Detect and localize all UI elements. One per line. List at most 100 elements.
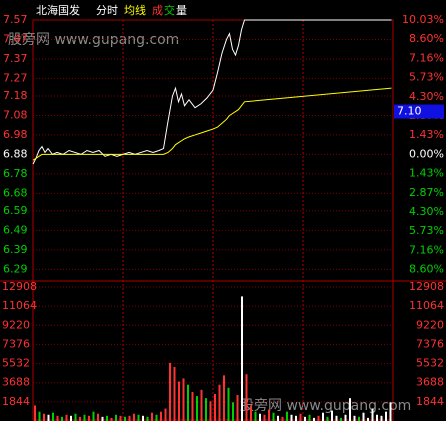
price-tag: 7.10 [397, 105, 422, 118]
volume-bar [34, 405, 36, 421]
volume-bar [151, 412, 153, 421]
volume-bar [106, 415, 108, 421]
volume-bar [335, 415, 338, 421]
legend-volume: 交 [164, 3, 175, 17]
y-tick-label: 7.27 [3, 71, 28, 84]
volume-bar [223, 375, 225, 421]
y-tick-label: 6.68 [3, 186, 28, 199]
y-tick-label: 7376 [416, 337, 444, 350]
y-tick-label: 1844 [2, 395, 30, 408]
volume-bar [205, 398, 207, 421]
volume-bar [317, 415, 320, 421]
volume-bar [344, 414, 347, 421]
volume-bar [250, 405, 252, 421]
y-tick-label: 6.88 [3, 147, 28, 160]
y2-tick-label: 8.60% [409, 263, 444, 276]
y-tick-label: 7.47 [3, 32, 28, 45]
legend-volume: 成 [152, 4, 163, 17]
volume-bar [376, 414, 378, 421]
y2-tick-label: 4.30% [409, 90, 444, 103]
y-tick-label: 1844 [416, 395, 444, 408]
y2-tick-label: 1.43% [409, 128, 444, 141]
y-tick-label: 5532 [2, 357, 30, 370]
volume-bar [259, 413, 261, 421]
volume-bar [362, 412, 365, 421]
volume-bar [263, 414, 266, 421]
y-tick-label: 6.49 [3, 223, 28, 236]
volume-bar [56, 415, 59, 421]
y-tick-label: 9220 [416, 318, 444, 331]
y-tick-label: 3688 [2, 376, 30, 389]
volume-bar [218, 384, 221, 421]
y2-tick-label: 8.60% [409, 32, 444, 45]
stock-name: 北海国发 [36, 3, 80, 17]
volume-bar [322, 412, 324, 421]
volume-bar [169, 362, 171, 421]
price-line [32, 19, 392, 165]
watermark: 股旁网 www.gupang.com [240, 397, 411, 414]
y-tick-label: 7.18 [3, 89, 28, 102]
y-tick-label: 6.98 [3, 128, 28, 141]
volume-bar [191, 391, 194, 421]
volume-bar [340, 417, 342, 421]
y-tick-label: 6.78 [3, 167, 28, 180]
y2-tick-label: 7.16% [409, 51, 444, 64]
y2-tick-label: 10.03% [402, 13, 444, 26]
volume-bar [367, 417, 369, 421]
y-tick-label: 7376 [2, 337, 30, 350]
volume-bar [281, 416, 284, 421]
volume-bar [380, 415, 383, 421]
volume-bar [214, 394, 216, 421]
y-tick-label: 7.57 [3, 13, 28, 26]
y-tick-label: 7.37 [3, 52, 28, 65]
volume-bar [227, 387, 230, 421]
volume-bar [200, 389, 203, 421]
volume-bar [164, 408, 167, 421]
volume-bar [286, 411, 288, 421]
volume-bar [124, 416, 126, 421]
volume-bar [268, 409, 270, 421]
volume-bar [65, 414, 68, 421]
volume-bar [353, 415, 356, 421]
y-tick-label: 6.29 [3, 262, 28, 275]
volume-bar [232, 402, 234, 421]
volume-bar [115, 414, 117, 421]
volume-bar [209, 401, 212, 421]
volume-bar [389, 402, 392, 421]
volume-bar [70, 415, 72, 421]
y-tick-label: 7.08 [3, 108, 28, 121]
volume-bar [196, 396, 198, 421]
volume-bar [74, 413, 77, 421]
volume-bar [43, 413, 45, 421]
volume-bar [133, 413, 135, 421]
y2-tick-label: 2.87% [409, 186, 444, 199]
volume-bar [97, 413, 99, 421]
y-tick-label: 11064 [409, 299, 444, 312]
legend-avg: 均线 [124, 3, 146, 17]
volume-bar [331, 410, 333, 421]
volume-bar [173, 367, 176, 421]
volume-bar [277, 415, 279, 421]
volume-bar [83, 414, 86, 421]
volume-bar [92, 411, 95, 421]
volume-bar [187, 384, 189, 421]
y2-tick-label: 0.00% [409, 147, 444, 160]
volume-bar [47, 414, 50, 421]
volume-bar [178, 381, 180, 421]
volume-bar [308, 414, 311, 421]
y-tick-label: 3688 [416, 376, 444, 389]
y2-tick-label: 5.73% [409, 224, 444, 237]
volume-bar [385, 411, 387, 421]
legend-volume: 量 [176, 4, 187, 17]
y-tick-label: 6.39 [3, 243, 28, 256]
price-line [32, 87, 392, 161]
y2-tick-label: 5.73% [409, 71, 444, 84]
volume-bar [88, 415, 90, 421]
y2-tick-label: 1.43% [409, 167, 444, 180]
mode: 分时 [96, 4, 118, 17]
y2-tick-label: 4.30% [409, 205, 444, 218]
volume-bar [371, 408, 374, 421]
volume-bar [313, 417, 315, 421]
y-tick-label: 11064 [2, 299, 37, 312]
